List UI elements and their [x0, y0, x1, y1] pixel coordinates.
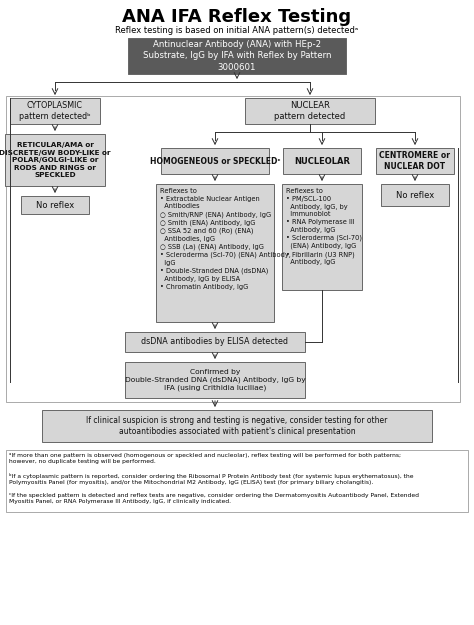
Text: CYTOPLASMIC
pattern detectedᵇ: CYTOPLASMIC pattern detectedᵇ [19, 101, 91, 121]
FancyBboxPatch shape [21, 196, 89, 214]
Text: CENTROMERE or
NUCLEAR DOT: CENTROMERE or NUCLEAR DOT [380, 151, 450, 171]
Text: No reflex: No reflex [36, 201, 74, 209]
FancyBboxPatch shape [128, 38, 346, 74]
FancyBboxPatch shape [282, 184, 362, 290]
Text: Reflex testing is based on initial ANA pattern(s) detectedᵃ: Reflex testing is based on initial ANA p… [115, 26, 359, 35]
Text: HOMOGENEOUS or SPECKLEDᶜ: HOMOGENEOUS or SPECKLEDᶜ [150, 156, 280, 166]
Text: Reflexes to
• PM/SCL-100
  Antibody, IgG, by
  Immunoblot
• RNA Polymerase III
 : Reflexes to • PM/SCL-100 Antibody, IgG, … [286, 188, 362, 265]
FancyBboxPatch shape [245, 98, 375, 124]
FancyBboxPatch shape [283, 148, 361, 174]
FancyBboxPatch shape [125, 362, 305, 398]
Text: Confirmed by
Double-Stranded DNA (dsDNA) Antibody, IgG by
IFA (using Crithidia l: Confirmed by Double-Stranded DNA (dsDNA)… [125, 369, 305, 391]
Text: ᵃIf more than one pattern is observed (homogenous or speckled and nucleolar), re: ᵃIf more than one pattern is observed (h… [9, 453, 401, 464]
Text: RETICULAR/AMA or
DISCRETE/GW BODY-LIKE or
POLAR/GOLGI-LIKE or
RODS AND RINGS or
: RETICULAR/AMA or DISCRETE/GW BODY-LIKE o… [0, 142, 111, 178]
Text: NUCLEOLAR: NUCLEOLAR [294, 156, 350, 166]
FancyBboxPatch shape [381, 184, 449, 206]
FancyBboxPatch shape [42, 410, 432, 442]
FancyBboxPatch shape [161, 148, 269, 174]
FancyBboxPatch shape [156, 184, 274, 322]
Text: ᵇIf a cytoplasmic pattern is reported, consider ordering the Ribosomal P Protein: ᵇIf a cytoplasmic pattern is reported, c… [9, 473, 413, 485]
FancyBboxPatch shape [10, 98, 100, 124]
Text: NUCLEAR
pattern detected: NUCLEAR pattern detected [274, 101, 346, 121]
Text: Reflexes to
• Extractable Nuclear Antigen
  Antibodies
○ Smith/RNP (ENA) Antibod: Reflexes to • Extractable Nuclear Antige… [160, 188, 291, 290]
FancyBboxPatch shape [125, 332, 305, 352]
Text: No reflex: No reflex [396, 191, 434, 199]
Text: Antinuclear Antibody (ANA) with HEp-2
Substrate, IgG by IFA with Reflex by Patte: Antinuclear Antibody (ANA) with HEp-2 Su… [143, 41, 331, 72]
FancyBboxPatch shape [376, 148, 454, 174]
Text: If clinical suspicion is strong and testing is negative, consider testing for ot: If clinical suspicion is strong and test… [86, 416, 388, 436]
Text: ᶜIf the speckled pattern is detected and reflex tests are negative, consider ord: ᶜIf the speckled pattern is detected and… [9, 493, 419, 504]
Text: ANA IFA Reflex Testing: ANA IFA Reflex Testing [122, 8, 352, 26]
Text: dsDNA antibodies by ELISA detected: dsDNA antibodies by ELISA detected [142, 338, 289, 346]
FancyBboxPatch shape [5, 134, 105, 186]
